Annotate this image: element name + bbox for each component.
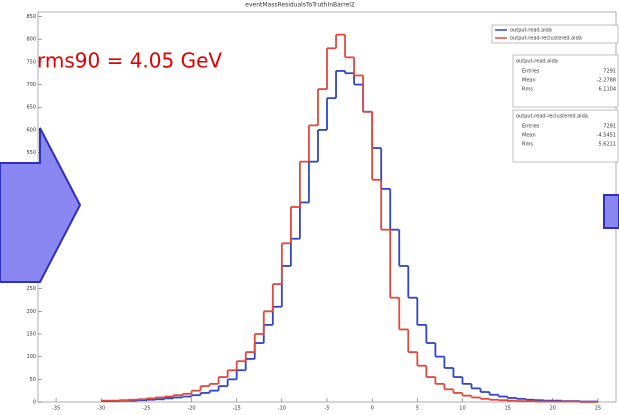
arrow-right	[603, 194, 619, 229]
y-tick-label: 800	[26, 37, 36, 43]
legend-label: output-read-reclustered.aida	[510, 36, 582, 42]
stats-value: 5.6211	[599, 142, 617, 148]
stats-label: Rms	[522, 87, 533, 93]
y-tick-label: 600	[26, 127, 36, 133]
legend: output-read.aida output-read-reclustered.…	[491, 24, 619, 44]
x-tick-label: -30	[97, 406, 105, 412]
stats-value: 7291	[603, 124, 616, 130]
y-tick-label: 650	[26, 105, 36, 111]
stats-label: Mean	[522, 133, 536, 139]
chart-title: eventMassResidualsToTruthInBarrel2	[245, 2, 355, 9]
x-tick-label: 20	[550, 406, 556, 412]
x-tick-label: 10	[459, 406, 465, 412]
stats-label: Rms	[522, 142, 533, 148]
y-tick-label: 200	[26, 309, 36, 315]
stats-title: output-read.aida	[516, 59, 558, 65]
y-tick-label: 700	[26, 82, 36, 88]
x-tick-label: 25	[595, 406, 601, 412]
x-tick-label: 5	[416, 406, 419, 412]
x-tick-label: 0	[371, 406, 374, 412]
stats-value: -4.5451	[597, 133, 616, 139]
y-tick-label: 150	[26, 331, 36, 337]
y-tick-label: 550	[26, 150, 36, 156]
y-tick-label: 750	[26, 59, 36, 65]
y-tick-label: 100	[26, 354, 36, 360]
stats-label: Mean	[522, 78, 536, 84]
x-tick-label: -15	[233, 406, 241, 412]
y-tick-label: 250	[26, 286, 36, 292]
stats-value: 7291	[603, 69, 616, 75]
x-tick-label: 15	[504, 406, 510, 412]
x-tick-label: -5	[325, 406, 330, 412]
stats-title: output-read-reclustered.aida	[516, 114, 588, 120]
stats-value: 6.1104	[599, 87, 617, 93]
x-tick-label: -25	[142, 406, 150, 412]
annotation: rms90 = 4.05 GeV	[37, 49, 222, 73]
stats-box	[512, 109, 619, 163]
arrow-left	[0, 127, 82, 283]
stats-box	[512, 54, 619, 108]
x-tick-label: -10	[278, 406, 286, 412]
y-tick-label: 50	[30, 377, 36, 383]
stats-value: -2.2788	[597, 78, 616, 84]
stats-label: Entries	[522, 124, 540, 130]
legend-label: output-read.aida	[510, 28, 552, 34]
y-tick-label: 0	[33, 400, 36, 406]
x-tick-label: -20	[187, 406, 195, 412]
x-tick-label: -35	[52, 406, 60, 412]
y-tick-label: 850	[26, 14, 36, 20]
stats-label: Entries	[522, 69, 540, 75]
plot: 0501001502002503003504004505005506006507…	[26, 14, 601, 411]
legend-box	[491, 24, 619, 44]
